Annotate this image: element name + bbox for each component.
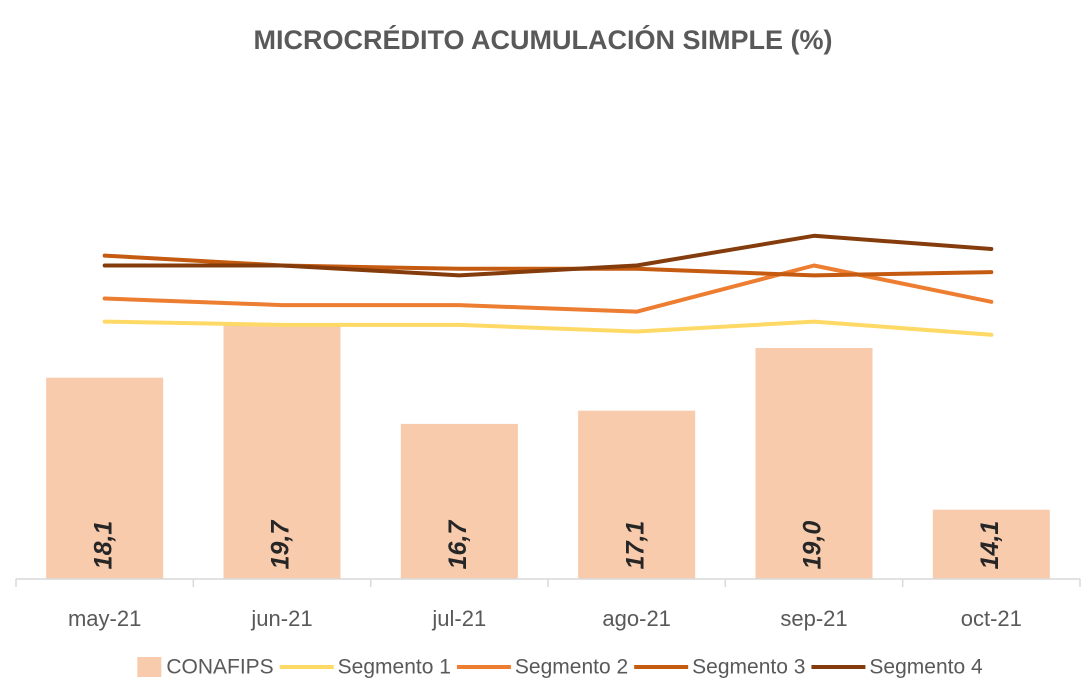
x-tick-label: jul-21 xyxy=(431,606,486,631)
legend-label: Segmento 4 xyxy=(869,656,983,679)
bar xyxy=(400,423,518,579)
x-tick-label: may-21 xyxy=(68,606,141,631)
legend-label: Segmento 1 xyxy=(338,656,451,679)
data-label: 16,7 xyxy=(444,520,472,570)
bar xyxy=(755,348,873,579)
data-label: 17,1 xyxy=(621,521,649,570)
x-tick-label: ago-21 xyxy=(602,606,671,631)
x-tick-label: sep-21 xyxy=(780,606,847,631)
data-label: 19,0 xyxy=(799,521,827,570)
legend-label: Segmento 2 xyxy=(515,656,628,679)
line xyxy=(102,233,994,278)
x-tick-label: oct-21 xyxy=(961,606,1022,631)
bar xyxy=(932,509,1050,579)
line xyxy=(102,319,994,337)
chart-title: MICROCRÉDITO ACUMULACIÓN SIMPLE (%) xyxy=(254,24,833,55)
legend-swatch xyxy=(137,657,162,677)
data-label: 14,1 xyxy=(976,521,1004,570)
legend: CONAFIPS Segmento 1 Segmento 2 Segmento 3 Se… xyxy=(137,656,983,679)
bar xyxy=(578,410,696,579)
line xyxy=(102,263,994,314)
data-label: 19,7 xyxy=(267,520,295,570)
data-label: 18,1 xyxy=(89,521,117,570)
bar xyxy=(223,324,341,579)
legend-label: CONAFIPS xyxy=(166,656,273,679)
legend-label: Segmento 3 xyxy=(692,656,805,679)
x-tick-label: jun-21 xyxy=(250,606,312,631)
bar xyxy=(46,377,164,579)
